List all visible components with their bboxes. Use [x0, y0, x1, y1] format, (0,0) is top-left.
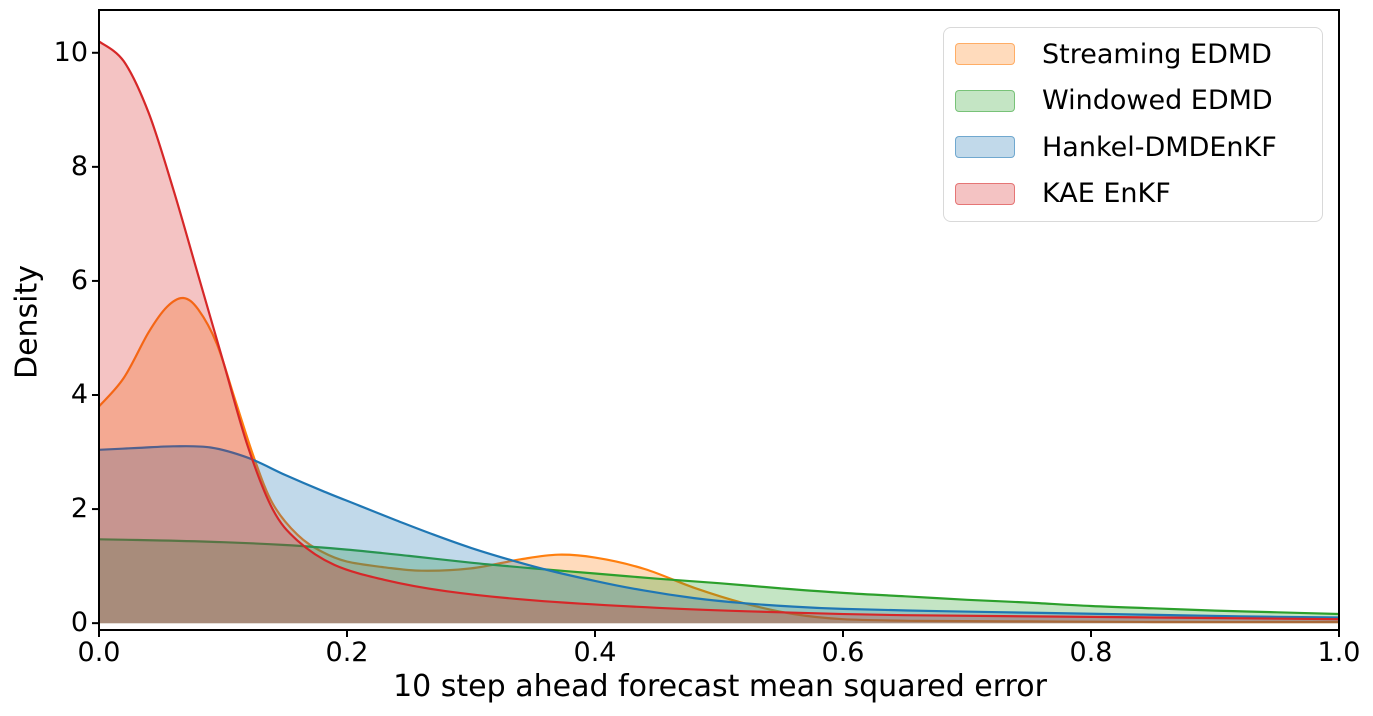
y-tick-label: 0 [70, 607, 88, 639]
kde-fill-2 [99, 446, 1339, 624]
legend-swatch-kae-enkf [955, 182, 1015, 205]
legend-swatch-hankel-dmdenkf [955, 136, 1015, 159]
kde-line-2 [99, 445, 1339, 619]
x-tick-label: 0.8 [1069, 637, 1113, 668]
kde-fill-0 [99, 297, 1339, 624]
axes-spines [98, 9, 1340, 631]
kde-fill-1 [99, 539, 1339, 624]
x-tick-label: 0.2 [325, 637, 369, 668]
kde-line-3 [99, 40, 1339, 621]
legend-item-windowed-edmd: Windowed EDMD [944, 78, 1322, 125]
legend: Streaming EDMD Windowed EDMD Hankel-DMDE… [943, 27, 1323, 222]
y-tick-label: 4 [70, 379, 88, 410]
legend-label-streaming-edmd: Streaming EDMD [1042, 38, 1272, 70]
y-tick-label: 6 [70, 264, 88, 296]
y-tick-label: 2 [70, 493, 88, 525]
legend-label-kae-enkf: KAE EnKF [1042, 178, 1171, 210]
x-tick-label: 0.6 [821, 637, 865, 668]
kde-fill-3 [99, 41, 1339, 624]
y-axis-label: Density [9, 264, 45, 380]
legend-item-hankel-dmdenkf: Hankel-DMDEnKF [944, 124, 1322, 171]
y-tick-label: 8 [70, 150, 88, 182]
kde-line-0 [99, 296, 1339, 624]
x-tick-label: 1.0 [1317, 637, 1361, 668]
legend-swatch-streaming-edmd [955, 43, 1015, 66]
x-tick-label: 0.0 [77, 637, 121, 668]
legend-swatch-windowed-edmd [955, 89, 1015, 112]
legend-item-streaming-edmd: Streaming EDMD [944, 31, 1322, 78]
x-axis-label: 10 step ahead forecast mean squared erro… [393, 669, 1047, 704]
legend-item-kae-enkf: KAE EnKF [944, 171, 1322, 218]
legend-label-hankel-dmdenkf: Hankel-DMDEnKF [1042, 131, 1277, 163]
y-tick-label: 10 [53, 36, 88, 68]
legend-label-windowed-edmd: Windowed EDMD [1042, 85, 1273, 117]
x-tick-label: 0.4 [573, 637, 617, 668]
